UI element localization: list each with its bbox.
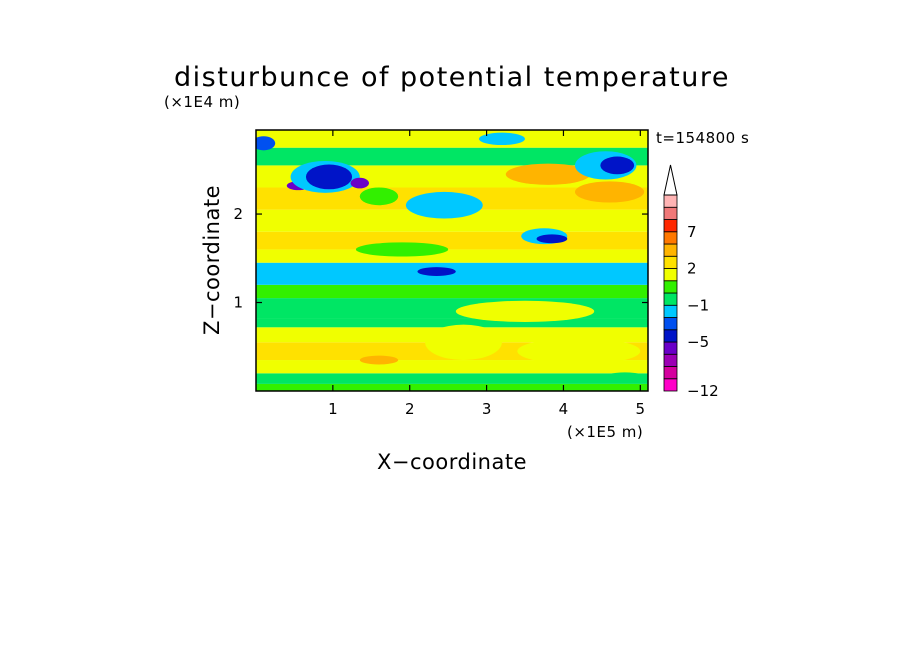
feature-8: [355, 242, 449, 257]
x-axis-label: X−coordinate: [377, 450, 527, 474]
band-14: [256, 147, 648, 166]
colorbar-swatch: [663, 317, 678, 331]
band-9: [256, 249, 648, 263]
colorbar-tick-label: −5: [687, 333, 709, 351]
x-tick-label: 2: [405, 400, 415, 418]
colorbar: 7 2 −1 −5 −12: [663, 164, 719, 400]
x-tick-label: 4: [559, 400, 569, 418]
plot-frame: [255, 129, 649, 392]
feature-4: [350, 177, 369, 189]
feature-15: [478, 132, 526, 146]
feature-14: [600, 156, 635, 175]
colorbar-swatch: [663, 304, 678, 318]
colorbar-swatch: [663, 268, 678, 282]
colorbar-swatch: [663, 378, 678, 392]
colorbar-extend-arrow: [663, 164, 678, 196]
x-axis: 1 2 3 4 5: [328, 130, 645, 418]
y-axis-label: Z−coordinate: [200, 185, 224, 335]
y-tick-label: 2: [233, 205, 243, 223]
time-label: t=154800 s: [656, 129, 749, 147]
feature-19: [601, 372, 648, 384]
x-scale-note: (×1E5 m): [567, 423, 643, 441]
feature-16: [455, 300, 595, 322]
feature-7: [417, 267, 456, 276]
colorbar-swatch: [663, 219, 678, 233]
colorbar-tick-label: −1: [687, 296, 709, 314]
feature-18: [517, 337, 641, 365]
x-tick-label: 1: [328, 400, 338, 418]
colorbar-tick-label: −12: [687, 382, 719, 400]
colorbar-swatch: [663, 243, 678, 257]
band-1: [256, 373, 648, 384]
band-10: [256, 231, 648, 250]
colorbar-tick-label: 7: [687, 223, 697, 241]
band-5: [256, 318, 648, 328]
colorbar-swatch: [663, 194, 678, 208]
feature-6: [405, 191, 483, 219]
colorbar-swatch: [663, 206, 678, 220]
colorbar-swatch: [663, 341, 678, 355]
feature-0: [256, 136, 276, 151]
colorbar-swatch: [663, 231, 678, 245]
feature-5: [359, 187, 399, 206]
band-2: [256, 360, 648, 374]
colorbar-swatch: [663, 255, 678, 269]
band-7: [256, 284, 648, 299]
colorbar-swatch: [663, 280, 678, 294]
colorbar-swatch: [663, 292, 678, 306]
feature-20: [359, 355, 399, 365]
x-tick-label: 3: [482, 400, 492, 418]
y-tick-label: 1: [233, 294, 243, 312]
band-0: [256, 383, 648, 391]
band-11: [256, 209, 648, 232]
colorbar-swatch: [663, 366, 678, 380]
chart-title: disturbunce of potential temperature: [174, 62, 730, 93]
feature-3: [305, 164, 353, 190]
contour-field: [256, 130, 648, 391]
colorbar-swatch: [663, 329, 678, 343]
band-15: [256, 130, 648, 148]
y-scale-note: (×1E4 m): [164, 93, 240, 111]
feature-10: [536, 234, 568, 244]
x-tick-label: 5: [636, 400, 646, 418]
colorbar-swatch: [663, 353, 678, 367]
colorbar-tick-label: 2: [687, 260, 697, 278]
y-axis: 12: [233, 205, 648, 312]
feature-12: [574, 181, 645, 203]
feature-11: [505, 163, 591, 185]
feature-17: [425, 324, 502, 361]
